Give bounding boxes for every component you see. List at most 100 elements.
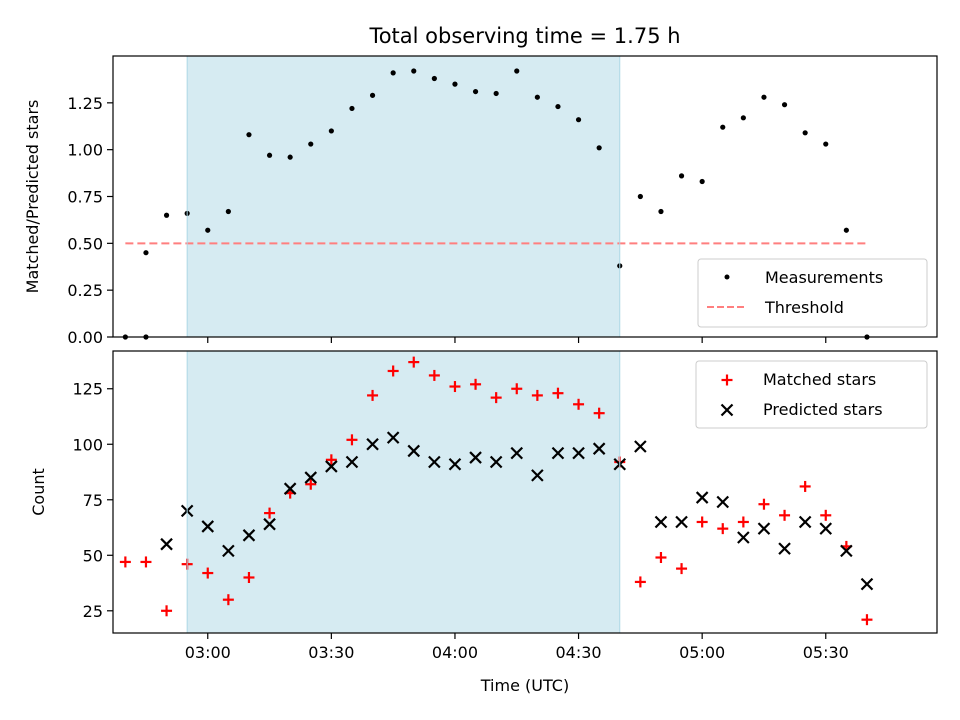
predicted-stars-point bbox=[654, 515, 668, 529]
matched-stars-point bbox=[634, 576, 646, 588]
measurement-point bbox=[555, 103, 561, 110]
matched-stars-point bbox=[140, 556, 152, 568]
measurement-point bbox=[472, 88, 479, 95]
top-legend: Measurements Threshold bbox=[697, 258, 928, 328]
measurement-point bbox=[699, 178, 705, 185]
predicted-stars-point bbox=[242, 529, 256, 542]
measurement-point bbox=[205, 227, 211, 233]
top-legend-box bbox=[697, 258, 928, 328]
x-axis-label: Time (UTC) bbox=[480, 676, 569, 695]
bottom-axes-layer: 25 50 75 100 125 03:00 03:30 04:00 04:30 05:00 05:… bbox=[72, 350, 938, 662]
matched-stars-point bbox=[799, 480, 811, 492]
matched-stars-point bbox=[593, 407, 605, 419]
bottom-x-tick-label: 03:00 bbox=[185, 643, 231, 662]
matched-stars-point bbox=[346, 434, 358, 446]
matched-stars-point bbox=[325, 454, 337, 466]
matched-stars-point bbox=[779, 509, 791, 521]
measurement-point bbox=[390, 70, 396, 76]
bottom-y-tick-label: 100 bbox=[72, 435, 103, 454]
measurement-point bbox=[225, 208, 231, 215]
predicted-stars-point bbox=[325, 460, 338, 473]
bottom-y-tick-label: 125 bbox=[72, 380, 103, 399]
matched-stars-point bbox=[161, 605, 173, 617]
matched-stars-point bbox=[243, 571, 255, 583]
measurement-point bbox=[781, 102, 788, 108]
bottom-x-tick-label: 03:30 bbox=[308, 643, 354, 662]
bottom-panel: 25 50 75 100 125 03:00 03:30 04:00 04:30 05:00 05:… bbox=[29, 350, 938, 695]
measurement-point bbox=[431, 75, 437, 82]
predicted-stars-point bbox=[469, 451, 482, 464]
predicted-stars-point bbox=[531, 469, 544, 482]
predicted-stars-point bbox=[222, 544, 235, 558]
predicted-stars-point bbox=[716, 495, 730, 509]
top-y-tick-label: 1.25 bbox=[67, 94, 103, 113]
top-y-axis-label: Matched/Predicted stars bbox=[23, 100, 42, 294]
measurement-point bbox=[287, 154, 293, 160]
top-y-tick-label: 1.00 bbox=[67, 141, 103, 160]
predicted-stars-point bbox=[757, 522, 771, 535]
matched-stars-point bbox=[449, 381, 461, 393]
bottom-y-tick-label: 50 bbox=[83, 546, 103, 565]
matched-stars-point bbox=[490, 392, 502, 404]
measurement-point bbox=[411, 68, 417, 74]
matched-stars-point bbox=[758, 498, 770, 510]
predicted-stars-point bbox=[428, 455, 441, 469]
predicted-stars-point bbox=[448, 457, 462, 471]
matched-stars-point bbox=[305, 478, 317, 490]
predicted-stars-point bbox=[592, 442, 606, 455]
matched-stars-point bbox=[511, 383, 523, 395]
predicted-stars-point bbox=[263, 517, 276, 531]
bottom-x-tick-label: 05:30 bbox=[803, 643, 849, 662]
top-panel: 0.00 0.25 0.50 0.75 1.00 1.25 Total observing… bbox=[23, 24, 938, 347]
predicted-stars-point bbox=[695, 491, 709, 504]
matched-stars-point bbox=[119, 556, 131, 568]
legend-marker-predicted-stars bbox=[720, 403, 734, 417]
legend-marker-measurements bbox=[724, 274, 730, 280]
legend-plus-symbol bbox=[721, 374, 733, 386]
matched-stars-point bbox=[428, 369, 440, 381]
predicted-stars-point bbox=[860, 577, 874, 591]
bottom-highlight-span bbox=[187, 351, 620, 633]
predicted-stars-point bbox=[551, 446, 565, 460]
matched-stars-point bbox=[470, 378, 482, 390]
matched-stars-point bbox=[202, 567, 214, 579]
bottom-series-layer bbox=[119, 356, 874, 626]
top-highlight-span bbox=[187, 56, 620, 337]
predicted-stars-point bbox=[160, 537, 173, 551]
bottom-x-tick-label: 04:00 bbox=[432, 643, 478, 662]
measurement-point bbox=[596, 145, 602, 151]
legend-label-predicted-stars: Predicted stars bbox=[763, 400, 883, 419]
measurement-point bbox=[493, 90, 499, 97]
bottom-legend: Matched stars Predicted stars bbox=[695, 360, 928, 429]
measurement-point bbox=[143, 250, 149, 256]
legend-cross-symbol bbox=[720, 403, 734, 417]
measurement-point bbox=[308, 141, 314, 147]
matched-stars-point bbox=[573, 398, 585, 410]
predicted-stars-point bbox=[819, 522, 833, 535]
measurement-point bbox=[369, 92, 376, 98]
predicted-stars-point bbox=[572, 446, 585, 460]
measurement-point bbox=[328, 128, 334, 134]
measurement-point bbox=[823, 141, 829, 147]
chart-title: Total observing time = 1.75 h bbox=[368, 24, 680, 48]
matched-stars-point bbox=[408, 356, 420, 368]
measurement-point bbox=[452, 81, 458, 87]
measurement-point bbox=[761, 94, 767, 100]
predicted-stars-point bbox=[201, 520, 215, 533]
top-y-tick-label: 0.75 bbox=[67, 188, 103, 207]
predicted-stars-point bbox=[675, 515, 688, 529]
measurement-point bbox=[637, 193, 643, 200]
top-y-tick-label: 0.25 bbox=[67, 281, 103, 300]
measurement-point bbox=[720, 124, 726, 130]
matched-stars-point bbox=[367, 389, 379, 401]
measurement-point bbox=[575, 117, 582, 123]
legend-label-measurements: Measurements bbox=[765, 268, 883, 287]
measurement-point bbox=[658, 208, 664, 215]
predicted-stars-point bbox=[366, 437, 379, 451]
measurement-point bbox=[740, 115, 746, 121]
predicted-stars-point bbox=[407, 444, 421, 458]
bottom-y-axis-label: Count bbox=[29, 468, 48, 516]
top-series-layer bbox=[122, 68, 870, 340]
predicted-stars-point bbox=[778, 542, 791, 555]
